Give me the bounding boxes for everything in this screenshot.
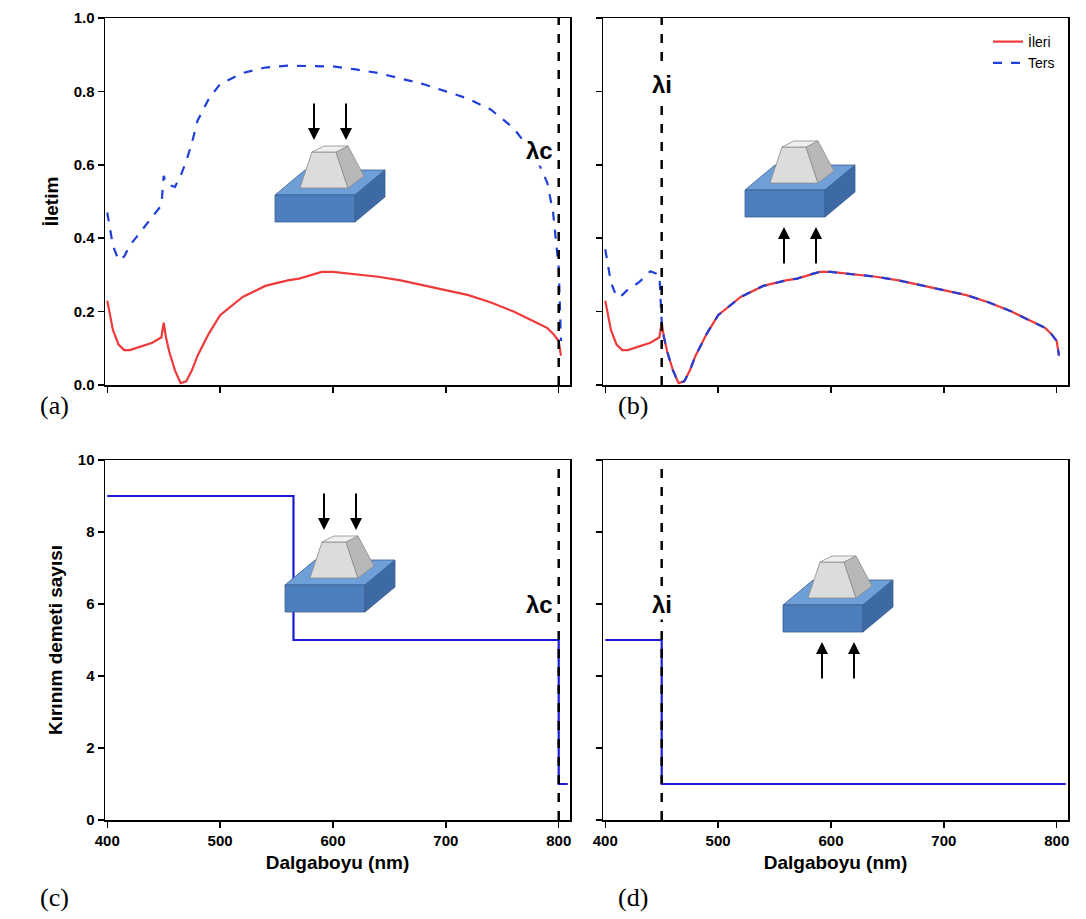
svg-text:400: 400: [95, 832, 120, 849]
svg-text:800: 800: [546, 832, 571, 849]
svg-text:8: 8: [86, 523, 94, 540]
svg-text:Ters: Ters: [1028, 55, 1054, 71]
svg-text:(a): (a): [40, 391, 69, 420]
svg-text:0.0: 0.0: [74, 376, 95, 393]
svg-text:λi: λi: [652, 591, 672, 618]
svg-text:Dalgaboyu (nm): Dalgaboyu (nm): [764, 852, 908, 873]
svg-text:İleri: İleri: [1028, 33, 1051, 50]
svg-text:(d): (d): [618, 883, 648, 912]
svg-text:(c): (c): [40, 883, 69, 912]
svg-text:6: 6: [86, 595, 94, 612]
svg-text:0.6: 0.6: [74, 156, 95, 173]
svg-text:700: 700: [931, 832, 956, 849]
svg-text:600: 600: [320, 832, 345, 849]
svg-text:800: 800: [1044, 832, 1069, 849]
svg-text:1.0: 1.0: [74, 9, 95, 26]
svg-text:(b): (b): [618, 391, 648, 420]
svg-text:λc: λc: [526, 137, 553, 164]
svg-text:λi: λi: [652, 71, 672, 98]
svg-text:0.8: 0.8: [74, 83, 95, 100]
svg-text:700: 700: [433, 832, 458, 849]
svg-text:4: 4: [86, 667, 95, 684]
svg-text:İletim: İletim: [41, 177, 62, 227]
svg-text:10: 10: [78, 451, 95, 468]
svg-text:600: 600: [818, 832, 843, 849]
svg-text:0: 0: [86, 811, 94, 828]
svg-text:λc: λc: [526, 591, 553, 618]
svg-text:Dalgaboyu (nm): Dalgaboyu (nm): [266, 852, 410, 873]
svg-text:400: 400: [593, 832, 618, 849]
svg-text:500: 500: [208, 832, 233, 849]
svg-text:500: 500: [706, 832, 731, 849]
svg-text:2: 2: [86, 739, 94, 756]
svg-text:0.4: 0.4: [74, 229, 96, 246]
svg-text:0.2: 0.2: [74, 303, 95, 320]
svg-text:Kırınım demeti sayısı: Kırınım demeti sayısı: [45, 545, 66, 735]
